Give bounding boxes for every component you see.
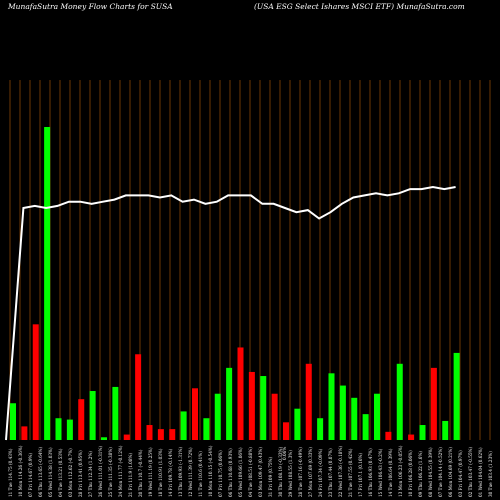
- flow-bar: [32, 324, 39, 440]
- x-tick-label: 07 Fri 110.75 (0.06%): [218, 450, 223, 497]
- x-tick-label: 12 Wed 111.39 (0.72%): [188, 447, 193, 497]
- flow-bar: [66, 419, 73, 440]
- x-tick-label: 26 Wed 111.01 (-0.31%): [98, 446, 103, 497]
- x-tick-label: 28 Fri 113.41 (0.95%): [78, 450, 83, 497]
- x-tick-label: 23 Thu 107.44 (0.07%): [328, 448, 333, 497]
- flow-bar: [339, 385, 346, 440]
- flow-bar: [419, 425, 426, 440]
- annotation-label: 0.06%: [282, 447, 287, 460]
- chart-subtitle: (USA ESG Select Ishares MSCI ETF) Munafa…: [254, 2, 465, 11]
- x-tick-label: 01 Wed 104.04 (0.62%): [478, 447, 483, 497]
- x-tick-label: 11 Tue 110.6 (0.41%): [198, 451, 203, 497]
- flow-bar: [169, 429, 176, 440]
- flow-bar: [385, 431, 392, 440]
- x-tick-label: 25 Tue 111.35 (-0.38%): [108, 447, 113, 497]
- x-tick-label: 10 Mon 110.15 (-0.54%): [208, 445, 213, 497]
- flow-bar: [248, 371, 255, 440]
- flow-bar: [453, 352, 460, 440]
- x-tick-label: 11 Tue 114.75 (0.43%): [8, 448, 13, 497]
- flow-bar: [146, 425, 153, 440]
- x-tick-label: 29 Wed 108.55 (1.3%): [288, 450, 293, 497]
- x-tick-label: 03 Fri 104.47 (0.97%): [458, 450, 463, 497]
- x-tick-label: 13 Thu 109.93 (-1.31%): [178, 446, 183, 497]
- flow-bar: [203, 418, 210, 440]
- x-tick-label: 30 Tue 103.4 (1.23%): [488, 451, 493, 497]
- x-tick-label: 06 Thu 110.68 (0.93%): [228, 448, 233, 497]
- x-tick-label: 13 Mon 106.23 (-0.05%): [398, 445, 403, 497]
- x-tick-label: 05 Wed 114.38 (1.03%): [48, 447, 53, 497]
- flow-bar: [55, 418, 62, 440]
- price-line: [5, 185, 456, 441]
- flow-bar: [237, 347, 244, 440]
- x-tick-label: 10 Mon 114.26 (-0.36%): [18, 445, 23, 497]
- x-tick-label: 09 Thu 106.22 (1.6%): [418, 451, 423, 497]
- flow-bar: [123, 434, 130, 440]
- x-tick-label: 17 Fri 107.1 (0.16%): [358, 453, 363, 497]
- x-tick-label: 07 Tue 104.14 (-0.52%): [438, 447, 443, 497]
- x-tick-label: 21 Tue 107.55 (0.42%): [348, 448, 353, 497]
- flow-bar: [180, 411, 187, 440]
- flow-bar: [396, 363, 403, 440]
- x-tick-label: 04 Tue 113.21 (0.53%): [58, 448, 63, 497]
- flow-bar: [317, 418, 324, 440]
- x-tick-label: 19 Wed 111.19 (0.25%): [148, 447, 153, 497]
- x-tick-label: 07 Fri 114.67 (0.9%): [28, 453, 33, 497]
- chart-title: MunafaSutra Money Flow Charts for SUSA: [8, 2, 173, 11]
- flow-bar: [214, 393, 221, 440]
- x-tick-label: 14 Tue 106.64 (0.39%): [388, 448, 393, 497]
- x-tick-label: 05 Wed 109.66 (1.06%): [238, 447, 243, 497]
- x-tick-label: 27 Mon 107.69 (0.33%): [308, 447, 313, 497]
- flow-bar: [408, 434, 415, 440]
- flow-bar: [135, 354, 142, 440]
- flow-bar: [430, 367, 437, 440]
- flow-bar: [271, 393, 278, 440]
- flow-bar: [21, 426, 28, 440]
- x-tick-label: 20 Thu 110.7 (-0.44%): [138, 449, 143, 497]
- flow-bar: [362, 414, 369, 440]
- flow-bar: [226, 367, 233, 440]
- flow-bar: [294, 408, 301, 440]
- x-tick-label: 02 Thu 103.47 (-0.55%): [468, 446, 473, 497]
- x-tick-label: 28 Tue 107.16 (-0.49%): [298, 447, 303, 497]
- x-tick-label: 24 Mon 111.77 (-0.12%): [118, 445, 123, 497]
- x-tick-label: 04 Tue 108.51 (-0.88%): [248, 447, 253, 497]
- x-tick-label: 06 Thu 113.65 (-0.64%): [38, 446, 43, 497]
- x-tick-label: 31 Fri 109 (0.75%): [268, 457, 273, 497]
- flow-bar: [10, 403, 16, 440]
- flow-bar: [374, 393, 380, 440]
- flow-bar: [112, 386, 119, 440]
- x-tick-label: 24 Fri 107.34 (-0.09%): [318, 448, 323, 497]
- x-tick-label: 27 Thu 112.34 (1.2%): [88, 451, 93, 497]
- flow-bar: [305, 363, 312, 440]
- flow-bar: [101, 437, 107, 440]
- flow-bar: [44, 127, 51, 440]
- x-tick-label: 22 Wed 107.36 (-0.18%): [338, 446, 343, 497]
- x-tick-label: 30 Thu 108.19 (-0.33%): [278, 446, 283, 497]
- x-tick-label: 03 Mon 112.62 (-0.7%): [68, 448, 73, 497]
- x-tick-label: 10 Fri 106.28 (0.06%): [408, 450, 413, 497]
- flow-bar: [192, 388, 198, 440]
- flow-bar: [442, 420, 449, 440]
- flow-bar: [78, 399, 85, 440]
- x-tick-label: 21 Fri 111.9 (1.08%): [128, 453, 133, 497]
- flow-bar: [351, 397, 358, 440]
- flow-bar: [328, 373, 335, 440]
- x-tick-label: 06 Mon 104.69 (0.21%): [448, 447, 453, 497]
- x-tick-label: 03 Mon 109.47 (0.43%): [258, 447, 263, 497]
- x-tick-label: 14 Fri 109.78 (-0.14%): [168, 448, 173, 497]
- x-tick-label: 15 Wed 106.43 (-0.2%): [378, 448, 383, 497]
- flow-bar: [157, 429, 164, 440]
- x-tick-label: 16 Thu 106.93 (0.47%): [368, 448, 373, 497]
- flow-bar: [89, 391, 96, 440]
- flow-bar: [283, 422, 289, 440]
- flow-bar: [260, 376, 267, 440]
- x-tick-label: 08 Wed 104.55 (0.39%): [428, 447, 433, 497]
- x-tick-label: 18 Tue 110.91 (1.03%): [158, 448, 163, 497]
